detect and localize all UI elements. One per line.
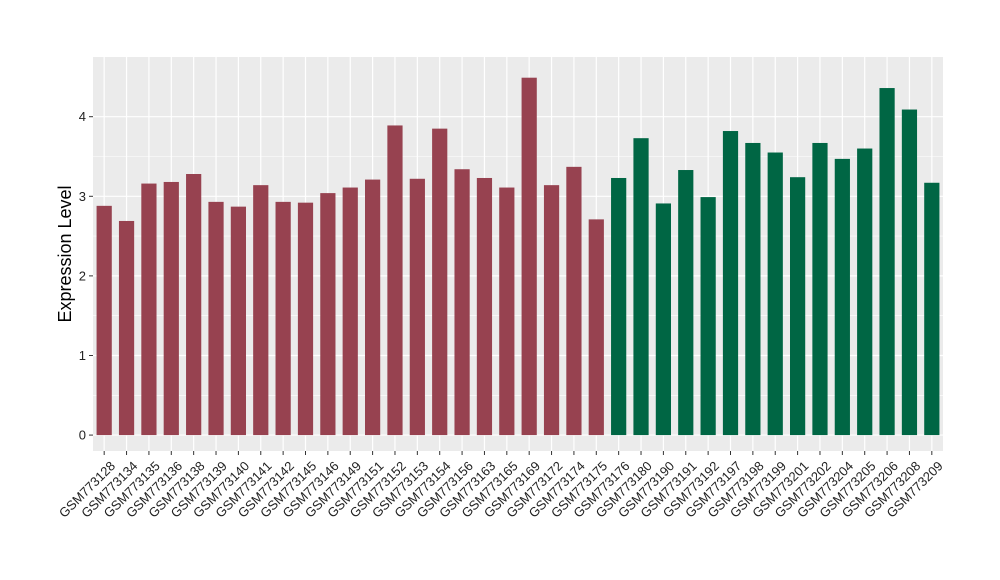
bar-GSM773205 <box>857 148 873 436</box>
bar-GSM773209 <box>924 182 940 436</box>
bar-GSM773151 <box>365 179 381 436</box>
bar-GSM773135 <box>141 183 157 436</box>
bar-GSM773146 <box>320 193 336 436</box>
y-axis-title: Expression Level <box>55 185 75 322</box>
bar-GSM773202 <box>812 142 828 436</box>
bar-GSM773206 <box>879 88 895 436</box>
bar-GSM773180 <box>633 138 649 436</box>
bar-GSM773198 <box>745 142 761 436</box>
y-tick-label: 2 <box>79 268 86 283</box>
bar-GSM773174 <box>566 166 582 436</box>
bar-GSM773138 <box>186 174 202 436</box>
bar-GSM773141 <box>253 185 269 436</box>
y-axis: 0 1 2 3 4 <box>79 109 93 443</box>
bar-GSM773190 <box>655 203 671 436</box>
bar-GSM773204 <box>834 158 850 436</box>
x-axis: GSM773128GSM773134GSM773135GSM773136GSM7… <box>56 451 946 521</box>
bar-GSM773169 <box>521 77 537 436</box>
bar-GSM773145 <box>297 202 314 436</box>
y-tick-label: 4 <box>79 109 86 124</box>
bar-GSM773142 <box>275 201 291 436</box>
bar-GSM773156 <box>454 169 470 436</box>
bar-GSM773176 <box>611 177 627 436</box>
bar-GSM773201 <box>790 177 806 436</box>
bar-GSM773208 <box>901 109 918 436</box>
bar-GSM773136 <box>163 181 179 436</box>
bars <box>96 77 940 436</box>
bar-GSM773128 <box>96 205 112 436</box>
bar-GSM773163 <box>476 177 493 436</box>
bar-GSM773139 <box>208 201 224 436</box>
bar-GSM773191 <box>678 170 694 436</box>
bar-GSM773152 <box>387 125 403 436</box>
bar-GSM773175 <box>588 219 604 436</box>
bar-GSM773199 <box>767 152 783 436</box>
bar-GSM773197 <box>722 131 739 436</box>
bar-GSM773165 <box>499 187 515 436</box>
bar-GSM773134 <box>118 220 135 436</box>
bar-GSM773192 <box>700 197 716 436</box>
y-tick-label: 1 <box>79 348 86 363</box>
y-tick-label: 3 <box>79 189 86 204</box>
bar-GSM773154 <box>432 128 448 436</box>
bar-GSM773153 <box>409 178 425 436</box>
bar-GSM773149 <box>342 187 358 436</box>
y-tick-label: 0 <box>79 428 86 443</box>
bar-GSM773140 <box>230 206 246 436</box>
bar-GSM773172 <box>543 185 560 436</box>
